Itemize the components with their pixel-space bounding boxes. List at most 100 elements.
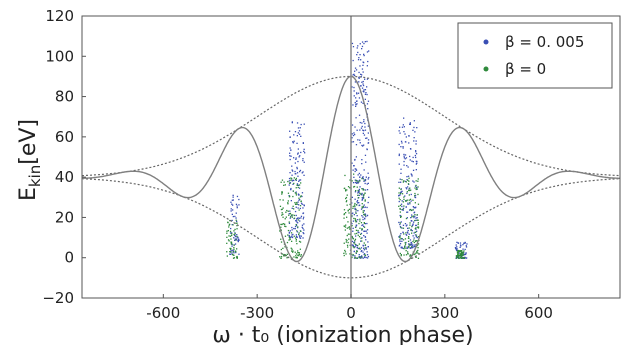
scatter-point	[230, 249, 232, 252]
scatter-point	[403, 157, 405, 159]
scatter-point	[288, 180, 291, 182]
scatter-point	[293, 235, 295, 237]
scatter-point	[300, 123, 302, 126]
scatter-point	[364, 192, 366, 194]
scatter-point	[400, 168, 402, 170]
scatter-point	[413, 126, 415, 129]
scatter-point	[409, 122, 411, 124]
scatter-point	[407, 179, 409, 181]
scatter-point	[455, 244, 457, 246]
scatter-point	[461, 250, 463, 252]
scatter-point	[353, 257, 356, 259]
scatter-point	[343, 254, 345, 257]
scatter-point	[295, 257, 297, 259]
scatter-point	[404, 242, 406, 244]
scatter-point	[358, 254, 360, 256]
scatter-point	[353, 242, 355, 244]
scatter-point	[406, 211, 408, 213]
scatter-point	[303, 150, 305, 152]
x-axis-label: ω · t₀ (ionization phase)	[212, 323, 473, 345]
scatter-point	[366, 137, 368, 139]
scatter-point	[362, 189, 364, 191]
scatter-point	[364, 244, 367, 246]
scatter-point	[293, 214, 296, 217]
scatter-point	[231, 252, 233, 254]
scatter-point	[284, 235, 287, 237]
scatter-point	[411, 243, 413, 245]
scatter-point	[408, 177, 410, 179]
scatter-point	[459, 257, 461, 259]
scatter-point	[355, 225, 357, 227]
scatter-point	[229, 251, 231, 253]
scatter-point	[228, 235, 230, 237]
scatter-point	[361, 199, 363, 201]
scatter-point	[403, 180, 405, 182]
scatter-point	[343, 252, 345, 254]
scatter-point	[404, 180, 406, 183]
scatter-point	[231, 203, 233, 205]
scatter-point	[287, 234, 289, 236]
scatter-point	[364, 230, 366, 232]
scatter-point	[354, 198, 356, 200]
scatter-point	[297, 201, 299, 203]
scatter-point	[415, 169, 417, 171]
scatter-point	[417, 257, 420, 259]
scatter-point	[347, 233, 350, 235]
scatter-point	[359, 139, 361, 141]
scatter-point	[352, 220, 355, 222]
scatter-point	[361, 74, 363, 76]
scatter-point	[409, 209, 411, 211]
scatter-point	[284, 218, 286, 220]
scatter-point	[355, 252, 357, 254]
scatter-point	[233, 237, 235, 239]
scatter-point	[294, 173, 296, 175]
scatter-point	[416, 162, 418, 164]
scatter-point	[407, 251, 409, 253]
scatter-point	[353, 165, 355, 167]
scatter-point	[363, 206, 365, 209]
scatter-point	[399, 243, 402, 245]
scatter-point	[298, 194, 300, 196]
scatter-point	[294, 228, 296, 230]
scatter-point	[362, 218, 364, 221]
scatter-point	[289, 212, 292, 215]
scatter-point	[401, 227, 403, 229]
scatter-point	[416, 219, 418, 221]
scatter-point	[404, 154, 407, 156]
scatter-point	[409, 254, 411, 256]
scatter-point	[358, 81, 360, 83]
scatter-point	[363, 134, 366, 136]
scatter-point	[296, 236, 298, 238]
scatter-point	[289, 130, 291, 132]
scatter-point	[363, 169, 365, 171]
scatter-point	[347, 209, 349, 211]
scatter-point	[282, 207, 284, 209]
scatter-point	[297, 175, 299, 177]
scatter-point	[352, 205, 354, 208]
x-tick-label: 300	[431, 304, 460, 322]
scatter-point	[229, 251, 232, 253]
scatter-point	[362, 102, 364, 104]
scatter-point	[299, 170, 301, 173]
scatter-point	[367, 255, 370, 258]
scatter-point	[417, 226, 420, 228]
scatter-point	[413, 140, 415, 142]
scatter-point	[303, 174, 305, 176]
x-tick: -600	[146, 294, 180, 322]
scatter-point	[415, 240, 417, 242]
scatter-point	[279, 230, 281, 232]
scatter-point	[417, 193, 419, 196]
scatter-point	[409, 201, 411, 204]
scatter-point	[288, 177, 291, 180]
scatter-point	[359, 227, 361, 229]
scatter-point	[363, 249, 365, 251]
scatter-point	[352, 254, 354, 257]
scatter-point	[363, 253, 365, 256]
scatter-point	[354, 219, 357, 222]
scatter-point	[298, 235, 301, 237]
scatter-point	[417, 247, 419, 249]
scatter-point	[415, 140, 417, 142]
scatter-point	[402, 247, 404, 249]
scatter-point	[399, 239, 401, 241]
scatter-point	[408, 194, 410, 196]
